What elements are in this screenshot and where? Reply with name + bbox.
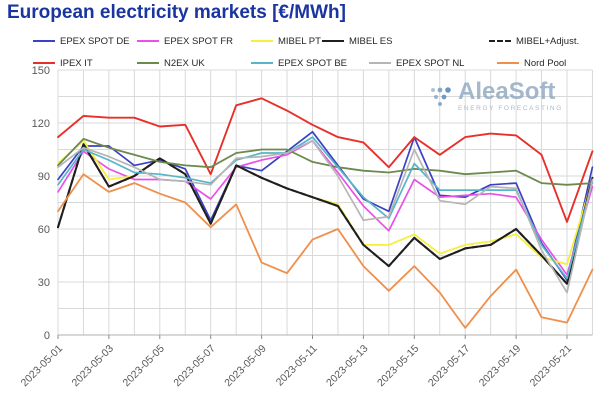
x-axis-tick-label: 2023-05-15 [375,343,422,390]
watermark-subtitle: ENERGY FORECASTING [458,105,563,112]
legend-line-sample [33,62,55,64]
x-axis-tick-label: 2023-05-05 [120,343,167,390]
legend-label: EPEX SPOT NL [396,57,465,69]
x-axis-tick-label: 2023-05-17 [426,343,473,390]
series-line-epex-spot-fr [57,139,594,276]
series-line-epex-spot-nl [57,139,594,294]
series-line-n2ex-uk [57,137,594,186]
legend-item-ipex-it: IPEX IT [33,55,93,71]
legend-label: N2EX UK [164,57,205,69]
legend-row-2: IPEX IT N2EX UK EPEX SPOT BE EPEX SPOT NL No… [0,55,600,71]
x-axis-tick-label: 2023-05-19 [477,343,524,390]
legend-item-mibel-adjust-: MIBEL+Adjust. [489,33,579,49]
x-axis-tick-label: 2023-05-21 [528,343,575,390]
legend-label: IPEX IT [60,57,93,69]
legend-label: MIBEL+Adjust. [516,35,580,47]
legend-label: MIBEL ES [349,35,393,47]
series-line-mibel-adjust- [57,143,594,285]
x-axis-tick-label: 2023-05-11 [274,343,320,389]
legend-line-sample [251,62,273,64]
legend-line-sample [369,62,391,64]
y-axis-tick-label: 30 [38,277,50,289]
y-axis-tick-label: 150 [32,65,50,77]
series-line-nord-pool [57,173,594,329]
legend-line-sample [489,40,511,42]
y-axis-tick-label: 120 [32,118,50,130]
series-line-epex-spot-de [57,130,594,282]
legend-item-epex-spot-de: EPEX SPOT DE [33,33,130,49]
x-axis-tick-label: 2023-05-01 [19,343,66,390]
aleasoft-dots-icon [431,87,451,106]
watermark-name: AleaSoft [458,78,556,105]
legend-label: EPEX SPOT BE [278,57,347,69]
legend-line-sample [497,62,519,64]
legend-item-epex-spot-fr: EPEX SPOT FR [137,33,233,49]
legend-line-sample [137,62,159,64]
legend-item-n2ex-uk: N2EX UK [137,55,205,71]
legend-row-1: EPEX SPOT DE EPEX SPOT FR MIBEL PT MIBEL ES… [0,33,600,49]
legend-line-sample [137,40,159,42]
legend-item-epex-spot-be: EPEX SPOT BE [251,55,347,71]
legend-line-sample [322,40,344,42]
legend-line-sample [33,40,55,42]
legend-item-epex-spot-nl: EPEX SPOT NL [369,55,464,71]
x-axis-tick-label: 2023-05-03 [70,343,117,390]
x-axis-tick-label: 2023-05-07 [171,343,218,390]
y-axis-tick-label: 0 [44,330,50,342]
legend-line-sample [251,40,273,42]
y-axis-tick-label: 60 [38,224,50,236]
legend-item-mibel-pt: MIBEL PT [251,33,321,49]
legend-item-nord-pool: Nord Pool [497,55,566,71]
legend-label: MIBEL PT [278,35,321,47]
aleasoft-watermark: AleaSoft ENERGY FORECASTING [428,80,563,112]
chart-title: European electricity markets [€/MWh] [7,2,346,23]
legend-label: EPEX SPOT FR [164,35,233,47]
y-axis-tick-label: 90 [38,171,50,183]
legend-item-mibel-es: MIBEL ES [322,33,392,49]
legend-label: Nord Pool [524,57,567,69]
series-line-ipex-it [57,97,594,223]
x-axis-tick-label: 2023-05-13 [324,343,371,390]
x-axis-tick-label: 2023-05-09 [222,343,269,390]
legend-label: EPEX SPOT DE [60,35,130,47]
